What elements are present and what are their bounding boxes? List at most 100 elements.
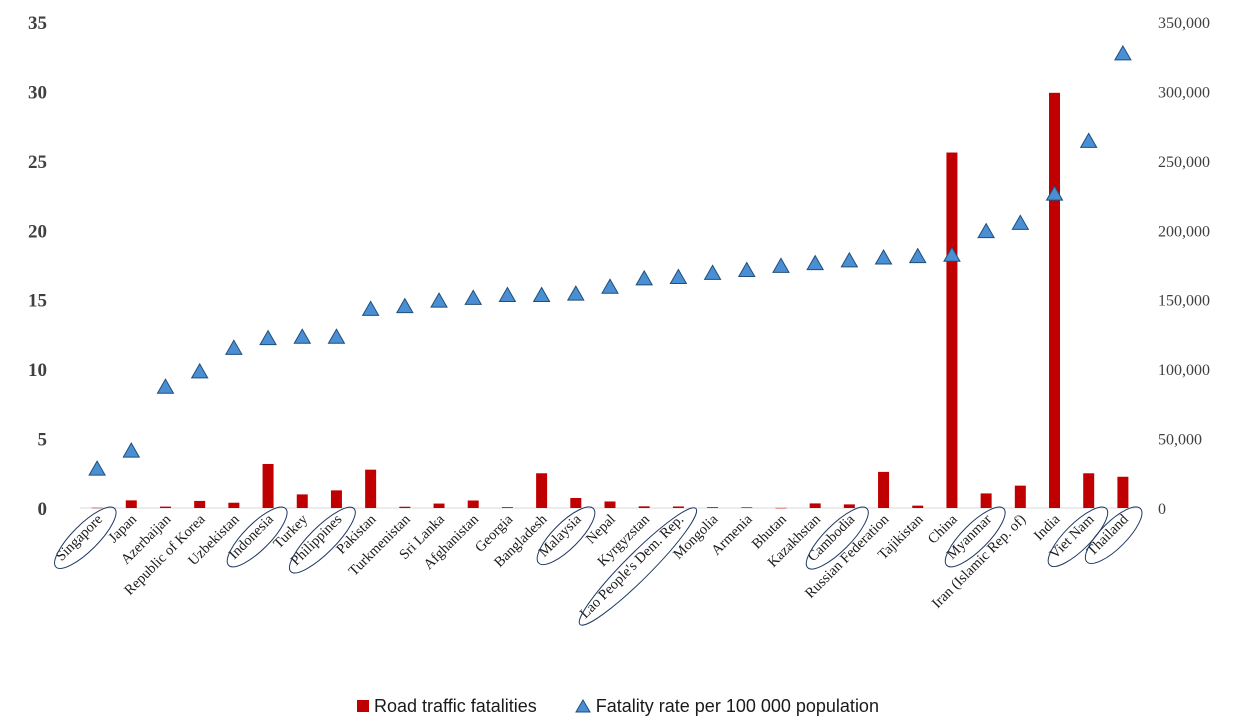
right-axis-ticks: 0 50,000 100,000 150,000 200,000 250,000 300,0… bbox=[1158, 15, 1210, 518]
rate-marker bbox=[566, 285, 585, 301]
bar bbox=[1049, 92, 1061, 509]
bar bbox=[125, 500, 137, 508]
rate-marker bbox=[225, 339, 243, 355]
legend-label-road-traffic-fatalities: Road traffic fatalities bbox=[374, 695, 537, 716]
rate-marker bbox=[327, 328, 346, 344]
rate-marker bbox=[464, 289, 483, 305]
rate-marker bbox=[1114, 44, 1132, 61]
left-tick-label: 0 bbox=[38, 499, 48, 520]
category-highlight-ellipse bbox=[289, 506, 356, 574]
rate-marker bbox=[669, 268, 688, 284]
rate-marker bbox=[430, 292, 448, 308]
category-highlight-ellipse bbox=[944, 506, 1006, 568]
rate-marker bbox=[532, 286, 551, 303]
rate-marker bbox=[806, 254, 825, 271]
legend-item-fatality-rate: Fatality rate per 100 000 population bbox=[574, 695, 879, 717]
bar bbox=[1117, 476, 1129, 508]
chart-canvas: 0 5 10 15 20 25 30 35 0 50,000 100,000 150,000 200,… bbox=[28, 13, 1210, 626]
rate-marker bbox=[977, 222, 995, 239]
rate-marker bbox=[737, 261, 756, 278]
bar bbox=[467, 500, 479, 508]
left-tick-label: 15 bbox=[28, 291, 47, 312]
bar bbox=[570, 498, 582, 508]
bar bbox=[707, 507, 719, 508]
rate-marker bbox=[498, 286, 517, 303]
bar bbox=[194, 500, 206, 508]
legend-triangle-swatch bbox=[574, 699, 591, 713]
bar bbox=[536, 473, 548, 508]
category-highlight-ellipse bbox=[536, 506, 596, 566]
rate-marker bbox=[122, 442, 141, 458]
bar bbox=[159, 506, 171, 508]
bar bbox=[980, 493, 992, 508]
bar bbox=[672, 506, 684, 508]
bar bbox=[809, 503, 821, 508]
rate-marker bbox=[635, 269, 654, 286]
bar bbox=[1014, 485, 1026, 508]
bar bbox=[775, 507, 787, 509]
rate-marker bbox=[908, 247, 927, 264]
rate-marker bbox=[259, 329, 277, 346]
rate-marker bbox=[772, 257, 790, 273]
bar bbox=[330, 490, 342, 508]
bar bbox=[604, 501, 616, 508]
category-highlight-ellipse bbox=[226, 506, 288, 568]
rate-marker bbox=[943, 246, 961, 262]
bar bbox=[365, 469, 377, 508]
legend-bar-swatch bbox=[357, 700, 370, 712]
right-tick-label: 250,000 bbox=[1158, 154, 1210, 171]
bar bbox=[296, 494, 308, 508]
rate-marker bbox=[293, 328, 312, 344]
rate-marker bbox=[156, 378, 175, 394]
right-tick-label: 150,000 bbox=[1158, 293, 1210, 310]
bar bbox=[501, 507, 513, 508]
rate-marker bbox=[874, 249, 893, 265]
category-highlight-ellipse bbox=[1047, 506, 1109, 567]
right-tick-label: 350,000 bbox=[1158, 15, 1210, 32]
left-tick-label: 25 bbox=[28, 152, 47, 173]
legend-label-fatality-rate: Fatality rate per 100 000 population bbox=[595, 695, 879, 716]
bar bbox=[946, 152, 958, 509]
left-axis-ticks: 0 5 10 15 20 25 30 35 bbox=[28, 13, 47, 520]
bar bbox=[912, 505, 924, 508]
rate-marker bbox=[1079, 132, 1098, 148]
left-tick-label: 5 bbox=[38, 430, 48, 451]
right-tick-label: 300,000 bbox=[1158, 84, 1210, 101]
bar bbox=[228, 502, 240, 508]
rate-marker bbox=[703, 264, 722, 280]
left-tick-label: 30 bbox=[28, 82, 47, 103]
category-label: Singapore bbox=[53, 512, 106, 565]
rate-marker bbox=[88, 460, 106, 476]
bar bbox=[433, 503, 445, 508]
bar bbox=[878, 471, 890, 508]
marker-series-fatality-rate bbox=[88, 44, 1132, 476]
bar bbox=[399, 506, 411, 508]
category-highlight-ellipse bbox=[54, 506, 117, 569]
right-tick-label: 0 bbox=[1158, 501, 1166, 518]
right-tick-label: 50,000 bbox=[1158, 432, 1202, 449]
rate-marker bbox=[190, 362, 209, 379]
bar bbox=[741, 507, 753, 508]
rate-marker bbox=[1045, 185, 1064, 201]
category-highlight-ellipse bbox=[578, 507, 698, 626]
rate-marker bbox=[1011, 214, 1030, 230]
bar bbox=[843, 504, 855, 508]
left-tick-label: 20 bbox=[28, 221, 47, 242]
rate-marker bbox=[395, 297, 414, 314]
bar bbox=[1083, 473, 1095, 508]
right-tick-label: 100,000 bbox=[1158, 362, 1210, 379]
bar bbox=[638, 506, 650, 508]
left-tick-label: 10 bbox=[28, 360, 47, 381]
legend: Road traffic fatalities Fatality rate pe… bbox=[0, 692, 1236, 720]
rate-marker bbox=[840, 251, 859, 268]
left-tick-label: 35 bbox=[28, 13, 47, 34]
circled-category-highlights bbox=[54, 506, 1143, 626]
bar-series-road-traffic-fatalities bbox=[91, 92, 1129, 509]
category-highlight-ellipse bbox=[1084, 506, 1143, 564]
right-tick-label: 200,000 bbox=[1158, 223, 1210, 240]
bar bbox=[262, 463, 274, 508]
legend-item-road-traffic-fatalities: Road traffic fatalities bbox=[357, 696, 537, 717]
rate-marker bbox=[361, 300, 380, 316]
bar bbox=[91, 507, 103, 509]
